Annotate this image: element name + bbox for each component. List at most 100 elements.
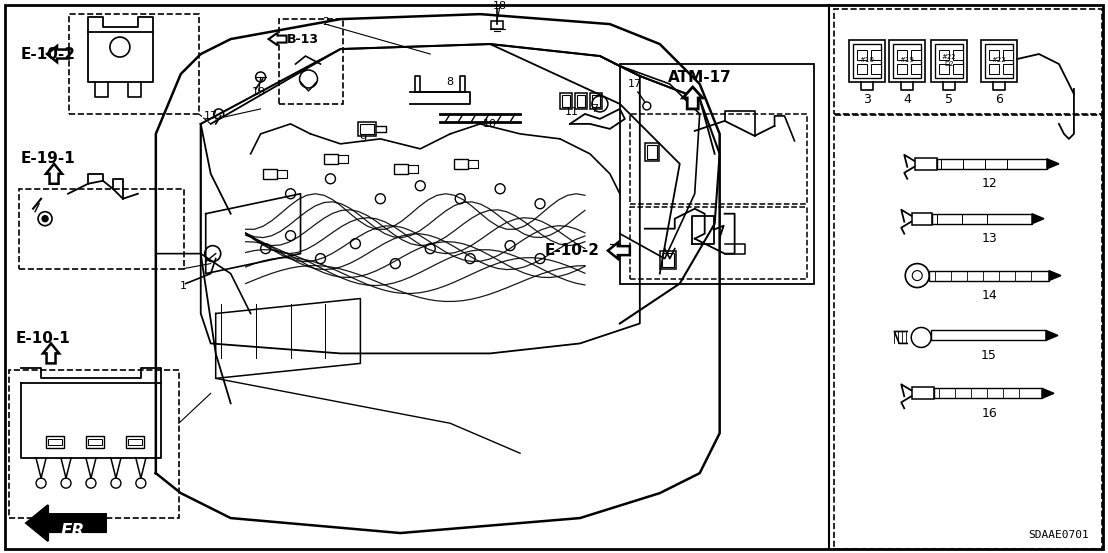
Bar xyxy=(1003,64,1013,74)
Bar xyxy=(890,40,925,82)
Bar xyxy=(893,44,921,78)
Circle shape xyxy=(42,216,48,222)
Text: #22
D2: #22 D2 xyxy=(942,54,956,66)
Bar xyxy=(953,50,963,60)
Text: 6: 6 xyxy=(995,93,1003,106)
Bar xyxy=(989,64,999,74)
Bar xyxy=(871,50,881,60)
Text: 12: 12 xyxy=(982,178,997,190)
Bar xyxy=(911,50,921,60)
Bar xyxy=(981,40,1017,82)
Bar xyxy=(1003,50,1013,60)
Bar xyxy=(912,387,934,399)
Bar xyxy=(360,124,375,134)
Text: E-10-1: E-10-1 xyxy=(17,331,71,346)
Polygon shape xyxy=(1049,270,1061,280)
Text: 11: 11 xyxy=(565,107,579,117)
FancyArrow shape xyxy=(608,243,629,259)
Bar xyxy=(858,50,868,60)
Bar xyxy=(989,50,999,60)
Bar xyxy=(560,93,572,109)
Text: 17: 17 xyxy=(628,79,642,89)
Text: 17: 17 xyxy=(204,111,218,121)
Text: SDAAE0701: SDAAE0701 xyxy=(1028,530,1089,540)
FancyArrow shape xyxy=(268,33,287,45)
Text: 5: 5 xyxy=(945,93,953,106)
Text: 15: 15 xyxy=(982,349,997,362)
Text: 3: 3 xyxy=(863,93,871,106)
Bar xyxy=(912,213,932,225)
Text: B-13: B-13 xyxy=(287,33,319,45)
Bar xyxy=(834,9,1101,114)
Bar xyxy=(985,44,1013,78)
Bar xyxy=(645,143,659,161)
Polygon shape xyxy=(1042,388,1054,398)
FancyArrow shape xyxy=(27,505,106,541)
Polygon shape xyxy=(1046,331,1058,341)
Text: E-10-2: E-10-2 xyxy=(21,46,76,61)
Bar xyxy=(661,253,674,267)
Bar xyxy=(577,95,585,107)
Text: #22: #22 xyxy=(992,57,1006,63)
Bar xyxy=(871,64,881,74)
Bar xyxy=(575,93,587,109)
Text: 9: 9 xyxy=(359,134,366,144)
FancyArrow shape xyxy=(43,343,59,363)
Bar xyxy=(9,371,178,518)
Text: 16: 16 xyxy=(982,407,997,420)
Text: 4: 4 xyxy=(903,93,911,106)
Bar xyxy=(562,95,570,107)
Text: 19: 19 xyxy=(252,87,266,97)
Bar xyxy=(126,436,144,448)
Bar xyxy=(931,40,967,82)
Bar xyxy=(932,213,1032,223)
Bar xyxy=(127,439,142,445)
Bar xyxy=(325,154,338,164)
Polygon shape xyxy=(1047,159,1059,169)
Text: 18: 18 xyxy=(493,1,507,11)
Bar xyxy=(897,50,907,60)
Text: 13: 13 xyxy=(982,232,997,245)
Text: 10: 10 xyxy=(483,119,497,129)
Bar xyxy=(834,115,1101,549)
Text: 2: 2 xyxy=(322,17,329,27)
Bar xyxy=(853,44,881,78)
Bar xyxy=(897,64,907,74)
Bar xyxy=(911,64,921,74)
Bar xyxy=(931,331,1046,341)
Text: 8: 8 xyxy=(447,77,454,87)
Bar xyxy=(629,207,808,279)
Bar xyxy=(940,50,950,60)
Bar xyxy=(934,388,1042,398)
FancyArrow shape xyxy=(45,164,62,184)
Bar xyxy=(937,159,1047,169)
Bar xyxy=(589,93,602,109)
Bar xyxy=(19,189,184,269)
Bar xyxy=(48,439,62,445)
Text: FR.: FR. xyxy=(61,522,91,540)
Text: #19: #19 xyxy=(900,57,915,63)
Bar xyxy=(647,145,657,159)
Bar xyxy=(850,40,885,82)
Bar xyxy=(358,122,377,136)
Text: 14: 14 xyxy=(982,289,997,302)
Bar xyxy=(47,436,64,448)
Bar xyxy=(858,64,868,74)
Bar xyxy=(940,64,950,74)
Text: 1: 1 xyxy=(181,280,187,290)
Bar xyxy=(935,44,963,78)
Text: E-10-2: E-10-2 xyxy=(545,243,601,258)
Bar xyxy=(394,164,409,174)
Bar xyxy=(629,114,808,204)
Bar xyxy=(491,21,503,29)
Bar xyxy=(930,270,1049,280)
Bar xyxy=(619,64,814,284)
Text: 7: 7 xyxy=(592,104,598,114)
Bar xyxy=(86,436,104,448)
Text: E-19-1: E-19-1 xyxy=(21,152,75,166)
Bar xyxy=(915,158,937,170)
Bar xyxy=(278,19,343,104)
FancyArrow shape xyxy=(683,87,702,109)
Bar xyxy=(592,95,599,107)
Bar xyxy=(953,64,963,74)
